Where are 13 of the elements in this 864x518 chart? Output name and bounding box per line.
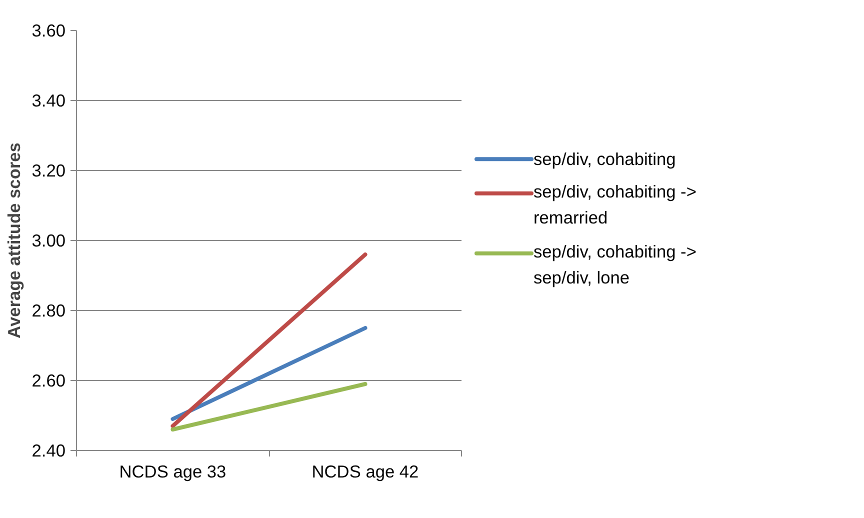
y-axis-title: Average attitude scores: [4, 142, 24, 338]
y-tick-label: 3.20: [32, 160, 66, 180]
x-tick-label: NCDS age 33: [119, 462, 226, 482]
y-tick-label: 2.60: [32, 370, 66, 390]
y-tick-label: 3.60: [32, 20, 66, 40]
y-tick-label: 3.40: [32, 90, 66, 110]
x-tick-label: NCDS age 42: [312, 462, 419, 482]
y-tick-label: 3.00: [32, 230, 66, 250]
legend-label: sep/div, cohabiting -> remarried: [534, 181, 696, 228]
y-tick-label: 2.40: [32, 440, 66, 460]
legend-label: sep/div, cohabiting -> sep/div, lone: [534, 241, 696, 288]
legend-label: sep/div, cohabiting: [534, 149, 676, 170]
y-tick-label: 2.80: [32, 300, 66, 320]
